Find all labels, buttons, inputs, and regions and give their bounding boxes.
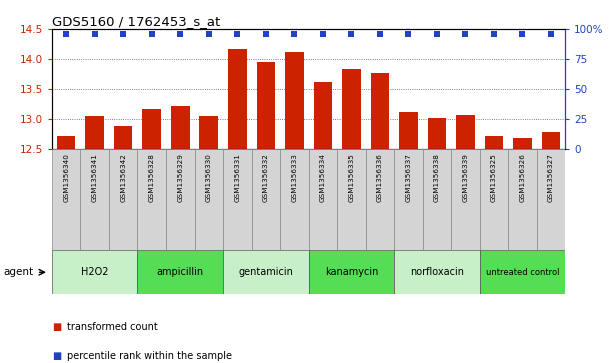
Bar	[252, 149, 280, 250]
Bar	[365, 149, 394, 250]
Bar	[137, 149, 166, 250]
Point	[346, 31, 356, 37]
Text: GSM1356342: GSM1356342	[120, 153, 126, 202]
Bar	[81, 149, 109, 250]
Bar	[309, 250, 394, 294]
Point	[175, 31, 185, 37]
Point	[489, 31, 499, 37]
Text: GSM1356333: GSM1356333	[291, 153, 298, 202]
Bar	[257, 62, 275, 149]
Text: gentamicin: gentamicin	[238, 267, 293, 277]
Point	[375, 31, 385, 37]
Bar	[171, 106, 189, 149]
Text: GSM1356326: GSM1356326	[519, 153, 525, 202]
Bar	[394, 250, 480, 294]
Text: ampicillin: ampicillin	[156, 267, 204, 277]
Text: ■: ■	[52, 351, 61, 361]
Text: GSM1356328: GSM1356328	[148, 153, 155, 202]
Point	[90, 31, 100, 37]
Text: GSM1356327: GSM1356327	[548, 153, 554, 202]
Bar	[394, 149, 423, 250]
Text: kanamycin: kanamycin	[324, 267, 378, 277]
Bar	[137, 250, 223, 294]
Bar	[166, 149, 194, 250]
Text: norfloxacin: norfloxacin	[410, 267, 464, 277]
Text: agent: agent	[3, 267, 33, 277]
Text: H2O2: H2O2	[81, 267, 109, 277]
Bar	[142, 109, 161, 149]
Text: GSM1356337: GSM1356337	[405, 153, 411, 202]
Text: GSM1356332: GSM1356332	[263, 153, 269, 202]
Text: GSM1356339: GSM1356339	[463, 153, 469, 202]
Text: GDS5160 / 1762453_s_at: GDS5160 / 1762453_s_at	[52, 15, 220, 28]
Point	[61, 31, 71, 37]
Bar	[541, 132, 560, 149]
Bar	[228, 49, 247, 149]
Point	[204, 31, 214, 37]
Point	[318, 31, 327, 37]
Text: untreated control: untreated control	[486, 268, 559, 277]
Point	[119, 31, 128, 37]
Text: GSM1356336: GSM1356336	[377, 153, 383, 202]
Bar	[480, 250, 565, 294]
Point	[261, 31, 271, 37]
Text: GSM1356329: GSM1356329	[177, 153, 183, 202]
Bar	[223, 149, 252, 250]
Text: ■: ■	[52, 322, 61, 332]
Point	[403, 31, 413, 37]
Bar	[52, 250, 137, 294]
Text: GSM1356331: GSM1356331	[234, 153, 240, 202]
Bar	[370, 73, 389, 149]
Point	[432, 31, 442, 37]
Bar	[428, 118, 446, 149]
Bar	[508, 149, 536, 250]
Text: transformed count: transformed count	[67, 322, 158, 332]
Text: GSM1356335: GSM1356335	[348, 153, 354, 202]
Bar	[199, 116, 218, 149]
Bar	[456, 115, 475, 149]
Bar	[485, 136, 503, 149]
Point	[232, 31, 242, 37]
Bar	[313, 82, 332, 149]
Bar	[451, 149, 480, 250]
Bar	[194, 149, 223, 250]
Bar	[536, 149, 565, 250]
Text: GSM1356325: GSM1356325	[491, 153, 497, 202]
Bar	[280, 149, 309, 250]
Bar	[423, 149, 451, 250]
Point	[461, 31, 470, 37]
Text: GSM1356341: GSM1356341	[92, 153, 98, 202]
Text: GSM1356338: GSM1356338	[434, 153, 440, 202]
Bar	[309, 149, 337, 250]
Bar	[52, 149, 81, 250]
Bar	[86, 116, 104, 149]
Point	[546, 31, 556, 37]
Bar	[513, 138, 532, 149]
Bar	[480, 149, 508, 250]
Text: GSM1356340: GSM1356340	[63, 153, 69, 202]
Point	[518, 31, 527, 37]
Bar	[109, 149, 137, 250]
Bar	[342, 69, 360, 149]
Bar	[114, 126, 133, 149]
Bar	[399, 112, 418, 149]
Bar	[57, 136, 76, 149]
Bar	[285, 52, 304, 149]
Point	[290, 31, 299, 37]
Text: GSM1356334: GSM1356334	[320, 153, 326, 202]
Text: GSM1356330: GSM1356330	[206, 153, 212, 202]
Text: percentile rank within the sample: percentile rank within the sample	[67, 351, 232, 361]
Bar	[337, 149, 365, 250]
Point	[147, 31, 156, 37]
Bar	[223, 250, 309, 294]
